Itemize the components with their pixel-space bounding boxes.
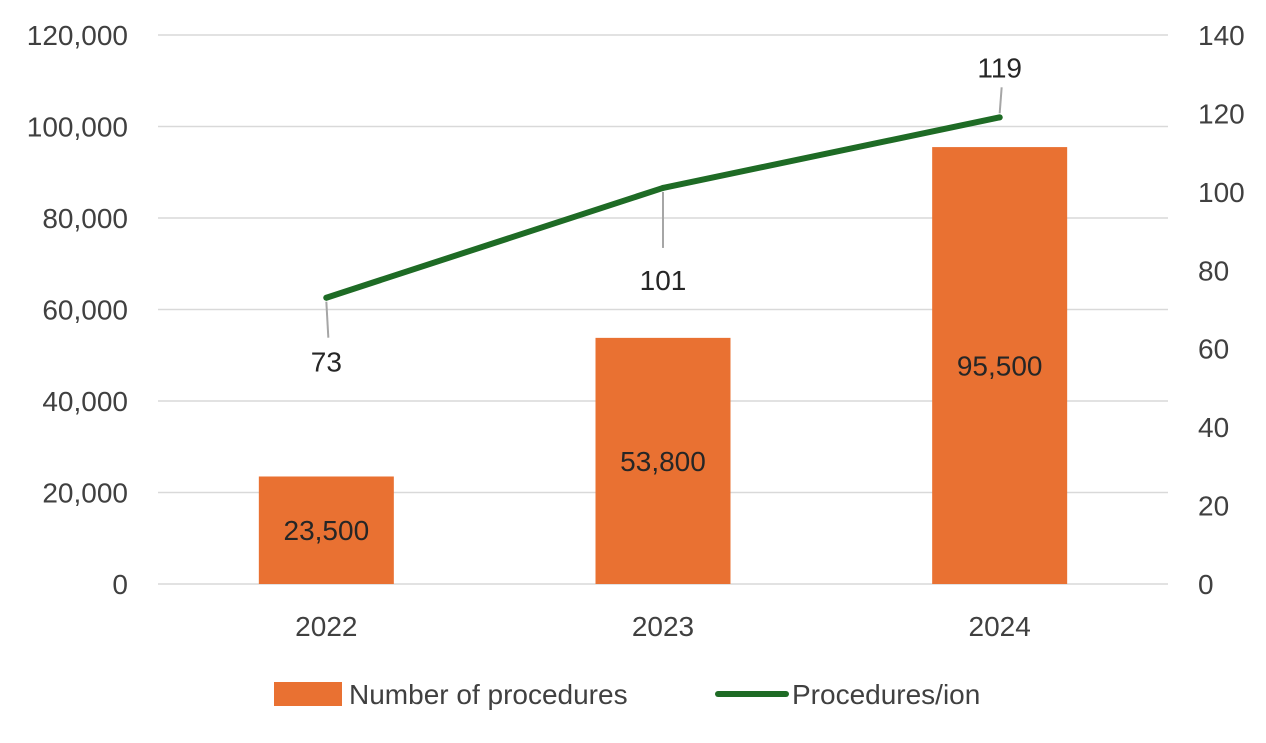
x-tick-label: 2022	[295, 611, 357, 642]
y-left-tick-label: 120,000	[27, 20, 128, 51]
leader-line	[325, 301, 330, 338]
bar-data-label: 53,800	[620, 446, 706, 477]
line-point	[996, 114, 1003, 121]
y-right-tick-label: 140	[1198, 20, 1245, 51]
legend-line-label: Procedures/ion	[792, 679, 980, 710]
y-right-tick-label: 60	[1198, 334, 1229, 365]
legend-bar-label: Number of procedures	[349, 679, 628, 710]
bar-data-label: 95,500	[957, 351, 1043, 382]
y-right-tick-label: 20	[1198, 491, 1229, 522]
line-point	[323, 294, 330, 301]
y-left-tick-label: 80,000	[42, 203, 128, 234]
bar	[258, 476, 394, 584]
bar	[932, 147, 1068, 584]
legend-bar-swatch	[274, 682, 342, 706]
y-right-tick-label: 40	[1198, 412, 1229, 443]
bar-data-label: 23,500	[284, 515, 370, 546]
y-left-tick-label: 0	[112, 569, 128, 600]
data-labels: 23,500 53,800 95,500 73 101 119	[284, 52, 1043, 546]
x-tick-label: 2024	[969, 611, 1031, 642]
y-left-tick-label: 100,000	[27, 112, 128, 143]
line-data-label: 73	[311, 347, 342, 378]
bar	[595, 337, 731, 584]
x-tick-label: 2023	[632, 611, 694, 642]
y-right-tick-label: 100	[1198, 177, 1245, 208]
line-point	[660, 184, 666, 191]
axis-labels: 0 20,000 40,000 60,000 80,000 100,000 120,000 0…	[27, 20, 1245, 642]
bar-series	[258, 147, 1068, 584]
y-right-tick-label: 0	[1198, 569, 1214, 600]
y-left-tick-label: 60,000	[42, 295, 128, 326]
y-left-tick-label: 20,000	[42, 478, 128, 509]
line-data-label: 101	[640, 265, 687, 296]
line-series	[323, 114, 1003, 301]
y-right-tick-label: 80	[1198, 255, 1229, 286]
leader-line	[998, 87, 1003, 114]
line-data-label: 119	[977, 52, 1022, 83]
legend: Number of procedures Procedures/ion	[274, 679, 980, 710]
y-right-tick-label: 120	[1198, 98, 1245, 129]
y-left-tick-label: 40,000	[42, 386, 128, 417]
